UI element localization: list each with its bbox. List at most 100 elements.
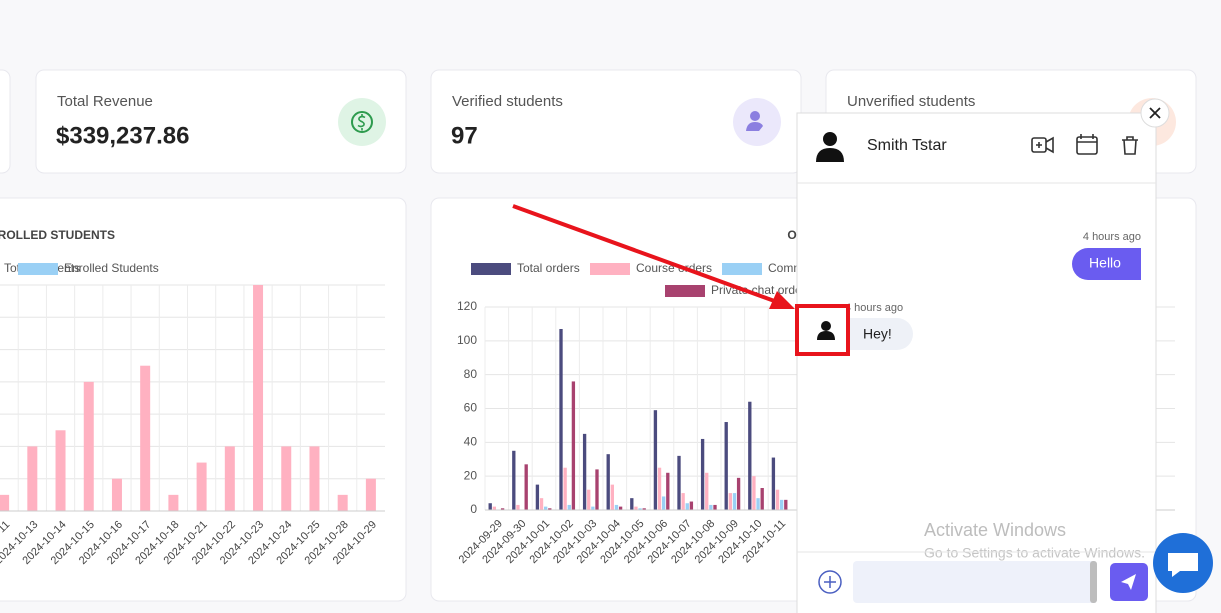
chart-panel [0,197,407,602]
bar [0,494,10,511]
bar [685,503,689,510]
message-text: Hello [1089,255,1121,271]
bar [587,489,591,510]
legend-swatch [471,263,511,275]
bar [224,446,235,511]
attach-button[interactable] [818,570,842,594]
chat-window [796,112,1157,613]
bar [516,504,520,510]
avatar [823,132,837,146]
legend-label: Enrolled Students [64,261,159,275]
bar [140,365,151,511]
bar [365,478,376,511]
bar [55,430,66,511]
legend-swatch [665,285,705,297]
card-value: $339,237.86 [56,122,189,149]
bar [595,469,599,510]
avatar [817,331,835,340]
bar [700,438,705,510]
bar [582,433,587,510]
bar [630,498,634,510]
delete-button[interactable] [1122,136,1138,155]
bar [736,477,741,510]
message-bubble [1072,248,1141,280]
bar [732,493,737,510]
bar [27,446,38,511]
bar [281,446,292,511]
scrollbar [1090,561,1097,603]
bar [642,508,646,510]
y-tick-label: 120 [457,299,477,313]
bar [111,478,122,511]
chat-launcher[interactable] [1168,553,1198,577]
bar [666,472,670,510]
stat-card [35,69,407,174]
bar [771,457,776,510]
y-tick-label: 0 [470,502,477,516]
card-title: Total Revenue [57,93,153,110]
bar [567,504,571,510]
schedule-button[interactable] [1076,136,1098,155]
bar [618,506,623,510]
bar [709,504,713,510]
bar [571,381,576,510]
bar [748,401,752,510]
contact-name: Smith Tstar [867,137,947,154]
stat-card [0,69,11,174]
avatar [816,148,844,162]
bar [677,455,681,510]
message-text: Hey! [863,326,892,342]
bar [784,499,788,510]
close-button[interactable] [1149,107,1161,119]
bar [548,508,552,510]
header-actions [1031,134,1138,155]
bar [488,503,492,510]
card-icon [733,98,781,146]
bar [681,493,685,510]
y-tick-label: 80 [464,367,478,381]
card-value: 97 [451,122,478,149]
y-tick-label: 60 [464,401,478,415]
send-button[interactable] [1121,574,1136,590]
bar [606,454,610,510]
bar [559,328,563,510]
legend-swatch [590,263,630,275]
bar [752,476,756,510]
bar [591,506,595,510]
card-icon [357,114,366,131]
bar [610,484,614,510]
bar [728,493,732,510]
bar [253,285,264,511]
message-time: 4 hours ago [1083,231,1141,243]
attach-button[interactable] [824,576,836,588]
bar [614,504,619,510]
bar [713,504,717,510]
bar [83,381,94,511]
video-call-button[interactable] [1036,136,1054,154]
video-call-button[interactable] [1031,137,1047,153]
chat-popup: Smith Tstar 4 hours ago Hello 4 hours ag… [795,98,1170,613]
bar [657,467,662,510]
card-icon [746,122,763,131]
bar [662,496,666,510]
avatar [821,321,831,331]
message-input[interactable] [853,561,1097,603]
annotation-arrow [512,204,781,305]
bar [705,472,709,510]
bar [492,506,496,510]
y-tick-label: 20 [464,468,478,482]
bar [512,450,516,510]
y-tick-label: 40 [464,435,478,449]
message-time: 4 hours ago [845,302,903,314]
legend-swatch [18,263,58,275]
card-icon [351,111,373,133]
message-bubble [850,318,913,350]
bar [309,446,320,511]
bar [563,467,567,510]
schedule-button[interactable] [1077,134,1097,143]
bar [724,422,728,510]
annotation-box [795,304,850,356]
bar [756,498,760,510]
watermark-subtitle: Go to Settings to activate Windows. [924,545,1145,561]
legend-label: Total orders [517,261,580,275]
